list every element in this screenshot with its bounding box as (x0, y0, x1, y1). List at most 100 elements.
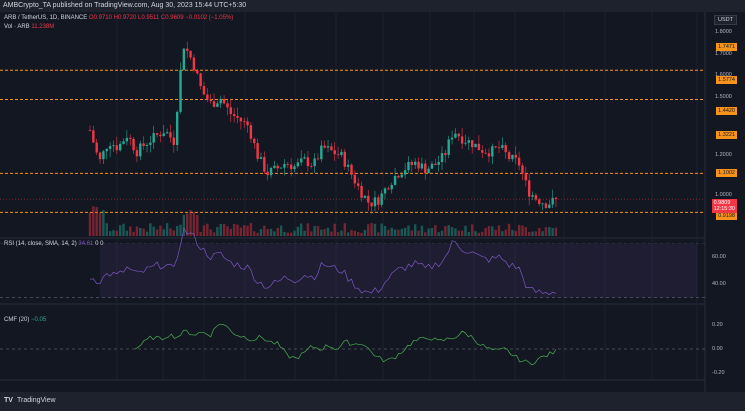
volume-bar (229, 228, 233, 236)
volume-bar (243, 225, 246, 236)
candle-body (360, 185, 363, 198)
volume-bar (212, 232, 216, 236)
volume-bar (253, 231, 256, 236)
volume-bar (122, 223, 125, 236)
volume-bar (413, 224, 417, 236)
symbol-name[interactable]: ARB / TetherUS, 1D, BINANCE (4, 15, 88, 21)
ohlc-close: C0.9609 (160, 15, 184, 21)
volume-bar (269, 228, 273, 236)
volume-bar (440, 230, 444, 236)
volume-bar (273, 231, 276, 236)
candle-body (517, 157, 521, 166)
volume-bar (541, 231, 544, 236)
candle-body (521, 165, 524, 174)
rsi-tick: 40.00 (712, 281, 726, 287)
candle-body (296, 162, 300, 167)
current-price-tag: 0.9809 12:15:30 (711, 199, 737, 213)
level-tag: 0.9198 (716, 212, 737, 220)
candle-body (159, 134, 162, 137)
volume-bar (477, 232, 481, 236)
volume-label[interactable]: Vol · ARB (4, 24, 30, 30)
volume-bar (524, 227, 528, 236)
volume-bar (450, 227, 454, 236)
candle-body (494, 146, 497, 148)
volume-bar (447, 225, 450, 236)
candle-body (370, 202, 373, 207)
chart-area[interactable]: ARB / TetherUS, 1D, BINANCE O0.9710 H0.9… (0, 12, 745, 399)
rsi-label[interactable]: RSI (14, close, SMA, 14, 2) (4, 241, 77, 247)
candle-body (276, 165, 279, 169)
volume-bar (340, 230, 343, 236)
volume-bar (179, 224, 182, 236)
volume-bar (548, 226, 551, 236)
currency-button[interactable]: USDT (714, 15, 737, 25)
volume-bar (263, 225, 266, 236)
candle-body (98, 152, 102, 160)
candle-body (330, 146, 333, 151)
volume-bar (430, 228, 434, 236)
candle-body (169, 132, 172, 138)
candle-body (511, 154, 514, 160)
volume-legend: Vol · ARB 11.238M (4, 24, 54, 30)
candle-body (440, 153, 444, 162)
candle-body (293, 166, 296, 170)
volume-bar (470, 224, 474, 236)
volume-bar (437, 232, 440, 236)
volume-bar (246, 225, 249, 236)
brand-name[interactable]: TradingView (17, 397, 56, 404)
volume-bar (135, 226, 139, 236)
volume-bar (467, 232, 471, 236)
volume-bar (296, 226, 300, 236)
cmf-label[interactable]: CMF (20) (4, 317, 30, 323)
volume-bar (357, 232, 360, 236)
candle-body (320, 145, 323, 160)
candle-body (524, 173, 528, 181)
volume-bar (393, 229, 397, 236)
volume-bar (383, 225, 387, 236)
level-tag: 1.4420 (716, 107, 737, 115)
volume-bar (206, 223, 209, 236)
volume-bar (306, 223, 310, 236)
candle-body (420, 163, 424, 169)
tradingview-logo-icon: TV (4, 397, 13, 404)
volume-bar (353, 230, 357, 236)
volume-bar (95, 207, 98, 236)
volume-bar (88, 212, 92, 236)
ohlc-high: H0.9720 (113, 15, 137, 21)
volume-bar (424, 232, 427, 236)
rsi-legend: RSI (14, close, SMA, 14, 2) 34.61 0 0 (4, 241, 103, 247)
volume-bar (464, 225, 467, 236)
volume-bar (155, 229, 159, 236)
candle-body (186, 48, 189, 51)
candle-body (424, 163, 427, 174)
chart-canvas[interactable] (0, 12, 745, 392)
volume-bar (534, 231, 538, 236)
candle-body (316, 158, 320, 160)
candle-body (454, 133, 457, 138)
candle-body (199, 73, 202, 87)
rsi-line (89, 227, 557, 296)
candle-body (464, 142, 467, 144)
volume-bar (118, 225, 122, 236)
volume-bar (98, 212, 102, 236)
price-tick: 1.6000 (715, 72, 732, 78)
volume-bar (554, 227, 558, 236)
candle-body (450, 137, 454, 140)
candle-body (259, 157, 263, 159)
volume-bar (259, 229, 263, 236)
candle-body (289, 164, 293, 170)
candle-body (350, 164, 353, 175)
price-tick: 1.5000 (715, 94, 732, 100)
volume-bar (182, 214, 186, 236)
candle-body (165, 132, 169, 134)
candle-body (142, 143, 145, 146)
cmf-line (134, 323, 557, 366)
candle-body (544, 203, 548, 208)
bar-countdown: 12:15:30 (713, 206, 735, 212)
candle-body (209, 99, 212, 102)
volume-bar (417, 230, 420, 236)
candle-body (216, 103, 219, 107)
candle-body (507, 152, 511, 160)
level-tag: 1.5774 (716, 76, 737, 84)
volume-bar (115, 230, 119, 236)
